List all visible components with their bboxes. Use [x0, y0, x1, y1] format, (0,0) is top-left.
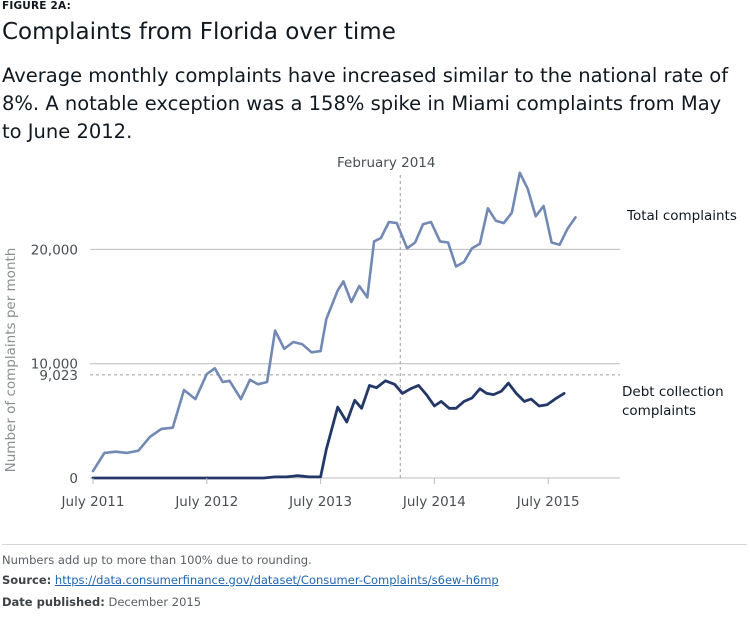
x-tick-label: July 2012: [174, 494, 238, 510]
reference-layer: 9,023 February 2014: [39, 155, 620, 478]
x-tick-label: July 2014: [402, 494, 466, 510]
published-label: Date published:: [2, 595, 105, 609]
footer-divider: [2, 544, 747, 545]
axis-layer: 0 10,000 20,000 July 2011 July 2012 July 2013…: [31, 242, 580, 510]
published-date: December 2015: [108, 595, 202, 609]
source-label: Source:: [2, 573, 52, 587]
grid-layer: [90, 248, 620, 479]
figure-label: FIGURE 2A:: [2, 0, 71, 12]
line-chart: 9,023 February 2014 0 10,000 20,000 July 201…: [3, 155, 737, 510]
x-tick-label: July 2011: [61, 494, 125, 510]
legend-debt-collection-line2: complaints: [622, 403, 696, 419]
series-layer: [91, 171, 577, 480]
chart-title: Complaints from Florida over time: [2, 19, 396, 45]
legend-debt-collection-line1: Debt collection: [622, 384, 724, 400]
series-total-complaints-line: [91, 171, 577, 473]
chart-subtitle: Average monthly complaints have increase…: [2, 64, 729, 143]
y-tick-label: 20,000: [31, 242, 78, 258]
x-tick-label: July 2015: [516, 494, 580, 510]
x-tick-label: July 2013: [288, 494, 352, 510]
footnote-rounding: Numbers add up to more than 100% due to …: [2, 553, 312, 567]
footnote-source: Source: https://data.consumerfinance.gov…: [2, 573, 499, 587]
y-tick-label: 10,000: [31, 357, 78, 373]
footnote-published: Date published: December 2015: [2, 595, 201, 609]
reference-line-label: 9,023: [39, 368, 78, 384]
y-axis-label: Number of complaints per month: [3, 248, 19, 473]
legend-total-complaints: Total complaints: [626, 208, 737, 224]
y-tick-label: 0: [69, 471, 78, 487]
series-debt-collection-line: [91, 379, 566, 480]
annotation-label: February 2014: [337, 155, 435, 171]
source-link[interactable]: https://data.consumerfinance.gov/dataset…: [54, 573, 499, 587]
